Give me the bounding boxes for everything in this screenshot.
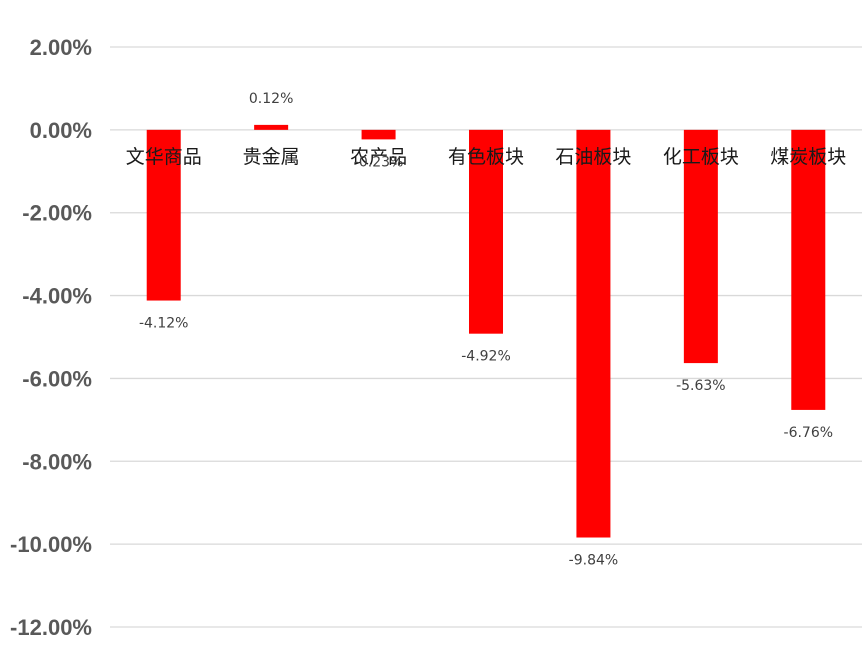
category-label: 文华商品 — [126, 146, 202, 168]
data-label: -5.63% — [676, 378, 726, 394]
bar — [576, 129, 611, 538]
bar — [254, 124, 289, 130]
data-label: -0.23% — [354, 154, 404, 170]
data-label: 0.12% — [249, 91, 293, 107]
y-tick-label: -2.00% — [22, 201, 92, 226]
category-label: 农产品 — [350, 146, 407, 168]
y-tick-label: -4.00% — [22, 284, 92, 309]
bars — [146, 124, 826, 538]
y-tick-label: -10.00% — [10, 532, 92, 557]
bar — [683, 129, 718, 364]
bar — [469, 129, 503, 334]
data-label: -6.76% — [784, 425, 834, 441]
y-tick-label: -8.00% — [22, 449, 92, 474]
y-tick-label: -6.00% — [22, 366, 92, 391]
category-label: 化工板块 — [663, 146, 739, 168]
category-label: 石油板块 — [555, 146, 631, 168]
data-label: -4.92% — [461, 349, 511, 365]
category-label: 有色板块 — [448, 146, 524, 168]
category-label: 煤炭板块 — [770, 146, 846, 168]
category-label: 贵金属 — [243, 146, 300, 168]
y-axis-tick-labels: 2.00% 0.00% -2.00% -4.00% -6.00% -8.00% -10.00… — [10, 35, 92, 640]
bar — [146, 129, 181, 301]
y-tick-label: -12.00% — [10, 615, 92, 640]
data-labels: -4.12% 0.12% -0.23% -4.92% -9.84% -5.63% -6.76… — [139, 91, 833, 569]
y-tick-label: 2.00% — [30, 35, 92, 60]
bar — [791, 129, 826, 410]
data-label: -9.84% — [569, 553, 619, 569]
category-labels: 文华商品 贵金属 农产品 有色板块 石油板块 化工板块 煤炭板块 — [126, 146, 847, 168]
data-label: -4.12% — [139, 316, 189, 332]
bar — [361, 129, 396, 140]
y-tick-label: 0.00% — [30, 118, 92, 143]
